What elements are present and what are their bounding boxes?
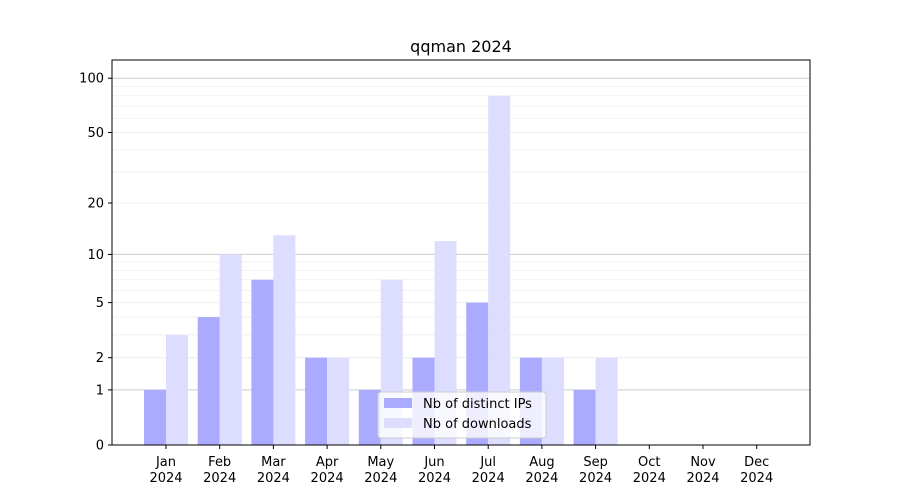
x-tick-label-year: 2024	[257, 471, 290, 486]
x-tick-label-month: Jun	[423, 455, 444, 470]
x-tick-label-month: Jul	[479, 455, 496, 470]
x-tick-label-year: 2024	[364, 471, 397, 486]
legend-swatch	[384, 398, 412, 408]
y-tick-label: 2	[96, 351, 104, 366]
bar-downloads	[273, 235, 296, 445]
bar-distinct-ips	[305, 357, 328, 445]
plot-frame	[111, 59, 811, 446]
y-tick-label: 1	[96, 383, 104, 398]
y-tick-label: 5	[96, 296, 104, 311]
legend-label: Nb of downloads	[423, 417, 532, 432]
x-tick-label-year: 2024	[525, 471, 558, 486]
x-tick-label-month: Dec	[744, 455, 769, 470]
bar-distinct-ips	[251, 279, 274, 445]
x-tick-label-month: Oct	[638, 455, 660, 470]
y-tick-label: 100	[79, 72, 104, 87]
bar-downloads	[219, 254, 242, 445]
x-tick-label-year: 2024	[418, 471, 451, 486]
x-tick-label-month: Feb	[208, 455, 231, 470]
x-tick-label-month: Sep	[583, 455, 608, 470]
y-tick-label: 20	[87, 197, 104, 212]
x-tick-label-month: Mar	[261, 455, 286, 470]
y-tick-label: 10	[87, 248, 104, 263]
bar-distinct-ips	[358, 389, 381, 445]
x-tick-label-month: Aug	[529, 455, 554, 470]
x-tick-label-year: 2024	[203, 471, 236, 486]
x-tick-label-month: May	[367, 455, 394, 470]
x-tick-label-year: 2024	[149, 471, 182, 486]
x-tick-label-year: 2024	[579, 471, 612, 486]
x-tick-label-month: Nov	[690, 455, 716, 470]
bar-downloads	[541, 357, 564, 445]
bar-downloads	[488, 95, 511, 445]
y-tick-label: 50	[87, 126, 104, 141]
y-tick-label: 0	[96, 439, 104, 454]
x-tick-label-year: 2024	[472, 471, 505, 486]
x-tick-label-year: 2024	[633, 471, 666, 486]
bar-downloads	[595, 357, 618, 445]
legend-label: Nb of distinct IPs	[423, 397, 532, 412]
x-tick-label-year: 2024	[311, 471, 344, 486]
chart-title: qqman 2024	[410, 37, 512, 56]
bar-distinct-ips	[197, 317, 220, 445]
x-tick-label-year: 2024	[686, 471, 719, 486]
bar-downloads	[327, 357, 350, 445]
x-tick-label-month: Jan	[155, 455, 176, 470]
x-tick-label-month: Apr	[316, 455, 339, 470]
legend-box	[377, 391, 547, 439]
legend-swatch	[384, 418, 412, 428]
legend: Nb of distinct IPs Nb of downloads	[377, 391, 547, 439]
x-tick-label-year: 2024	[740, 471, 773, 486]
bar-downloads	[166, 334, 188, 445]
bar-distinct-ips	[144, 389, 166, 445]
bar-distinct-ips	[573, 389, 596, 445]
